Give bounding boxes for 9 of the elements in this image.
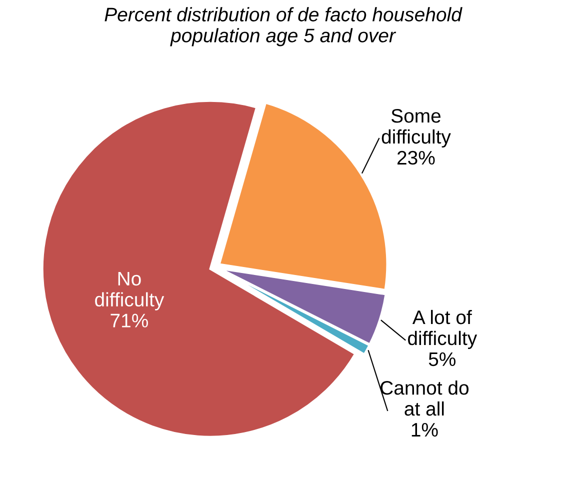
data-label: 23%	[397, 150, 435, 165]
data-label: 5%	[428, 352, 456, 366]
data-label: 1%	[412, 422, 438, 437]
chart-title: Percent distribution of de facto household population age 5 and over	[104, 7, 462, 46]
slice-label: Some difficulty	[382, 108, 451, 148]
data-label: 71%	[110, 314, 148, 328]
slice-label: Cannot do at all	[380, 380, 469, 416]
slice-label: No difficulty	[95, 272, 164, 310]
slice-label: A lot of difficulty	[408, 310, 478, 349]
